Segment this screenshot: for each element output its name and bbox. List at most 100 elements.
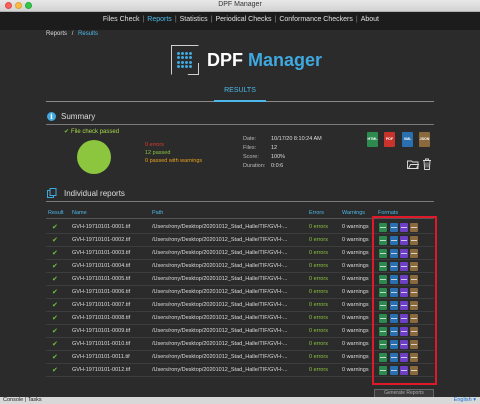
row-mets-icon[interactable] <box>400 340 408 349</box>
col-name[interactable]: Name <box>72 210 87 216</box>
check-status-label: File check passed <box>71 129 120 135</box>
col-errors[interactable]: Errors <box>309 210 324 216</box>
row-json-icon[interactable] <box>410 301 418 310</box>
row-warnings: 0 warnings <box>342 354 369 360</box>
row-json-icon[interactable] <box>410 223 418 232</box>
json-report-icon[interactable]: JSON <box>419 132 430 147</box>
row-xml-icon[interactable] <box>390 327 398 336</box>
row-html-icon[interactable] <box>379 366 387 375</box>
table-row[interactable]: ✔ GVH-19710101-0008.tif/Users/rony/Deskto… <box>46 312 434 325</box>
table-row[interactable]: ✔ GVH-19710101-0011.tif/Users/rony/Deskto… <box>46 351 434 364</box>
row-html-icon[interactable] <box>379 314 387 323</box>
row-mets-icon[interactable] <box>400 249 408 258</box>
row-mets-icon[interactable] <box>400 353 408 362</box>
row-html-icon[interactable] <box>379 236 387 245</box>
table-row[interactable]: ✔ GVH-19710101-0002.tif/Users/rony/Deskto… <box>46 234 434 247</box>
row-html-icon[interactable] <box>379 288 387 297</box>
nav-conformance-checkers[interactable]: Conformance Checkers <box>279 16 353 23</box>
row-xml-icon[interactable] <box>390 262 398 271</box>
row-json-icon[interactable] <box>410 236 418 245</box>
row-mets-icon[interactable] <box>400 223 408 232</box>
pdf-report-icon[interactable]: PDF <box>384 132 395 147</box>
row-json-icon[interactable] <box>410 340 418 349</box>
trash-icon[interactable] <box>422 158 432 170</box>
row-path: /Users/rony/Desktop/20201012_Stad_Halle/… <box>152 354 288 360</box>
table-row[interactable]: ✔ GVH-19710101-0010.tif/Users/rony/Deskto… <box>46 338 434 351</box>
console-tab[interactable]: Console <box>3 397 24 403</box>
row-path: /Users/rony/Desktop/20201012_Stad_Halle/… <box>152 341 288 347</box>
row-mets-icon[interactable] <box>400 327 408 336</box>
row-xml-icon[interactable] <box>390 236 398 245</box>
breadcrumb-reports[interactable]: Reports <box>46 31 68 37</box>
open-folder-icon[interactable] <box>407 160 419 169</box>
row-xml-icon[interactable] <box>390 288 398 297</box>
col-formats[interactable]: Formats <box>378 210 399 216</box>
xml-report-icon[interactable]: XML <box>402 132 413 147</box>
row-xml-icon[interactable] <box>390 223 398 232</box>
row-mets-icon[interactable] <box>400 275 408 284</box>
language-select[interactable]: English ▾ <box>454 397 476 403</box>
tasks-tab[interactable]: Tasks <box>27 397 42 403</box>
row-json-icon[interactable] <box>410 275 418 284</box>
nav-statistics[interactable]: Statistics <box>179 16 208 23</box>
table-row[interactable]: ✔ GVH-19710101-0007.tif/Users/rony/Deskto… <box>46 299 434 312</box>
row-mets-icon[interactable] <box>400 301 408 310</box>
row-mets-icon[interactable] <box>400 236 408 245</box>
row-warnings: 0 warnings <box>342 289 369 295</box>
col-path[interactable]: Path <box>152 210 164 216</box>
col-warnings[interactable]: Warnings <box>342 210 366 216</box>
table-row[interactable]: ✔ GVH-19710101-0003.tif/Users/rony/Deskto… <box>46 247 434 260</box>
row-xml-icon[interactable] <box>390 366 398 375</box>
row-html-icon[interactable] <box>379 223 387 232</box>
table-row[interactable]: ✔ GVH-19710101-0009.tif/Users/rony/Deskto… <box>46 325 434 338</box>
check-icon: ✔ <box>52 263 58 270</box>
nav-about[interactable]: About <box>360 16 379 23</box>
row-html-icon[interactable] <box>379 301 387 310</box>
row-json-icon[interactable] <box>410 262 418 271</box>
nav-periodical-checks[interactable]: Periodical Checks <box>215 16 272 23</box>
table-row[interactable]: ✔ GVH-19710101-0006.tif/Users/rony/Deskto… <box>46 286 434 299</box>
row-html-icon[interactable] <box>379 327 387 336</box>
row-name: GVH-19710101-0009.tif <box>72 328 131 334</box>
row-json-icon[interactable] <box>410 366 418 375</box>
table-row[interactable]: ✔ GVH-19710101-0012.tif/Users/rony/Deskto… <box>46 364 434 377</box>
table-row[interactable]: ✔ GVH-19710101-0004.tif/Users/rony/Deskto… <box>46 260 434 273</box>
row-xml-icon[interactable] <box>390 353 398 362</box>
passed-count: 12 passed <box>145 150 171 156</box>
row-xml-icon[interactable] <box>390 340 398 349</box>
html-report-icon[interactable]: HTML <box>367 132 378 147</box>
row-json-icon[interactable] <box>410 353 418 362</box>
row-html-icon[interactable] <box>379 340 387 349</box>
meta-date-label: Date: <box>243 136 257 142</box>
maximize-window-button[interactable] <box>25 2 32 9</box>
row-divider <box>46 272 434 273</box>
col-result[interactable]: Result <box>48 210 64 216</box>
table-row[interactable]: ✔ GVH-19710101-0005.tif/Users/rony/Deskto… <box>46 273 434 286</box>
row-name: GVH-19710101-0003.tif <box>72 250 131 256</box>
row-mets-icon[interactable] <box>400 366 408 375</box>
meta-score-value: 100% <box>271 154 286 160</box>
row-mets-icon[interactable] <box>400 314 408 323</box>
row-json-icon[interactable] <box>410 314 418 323</box>
row-xml-icon[interactable] <box>390 249 398 258</box>
row-html-icon[interactable] <box>379 262 387 271</box>
row-html-icon[interactable] <box>379 275 387 284</box>
row-json-icon[interactable] <box>410 288 418 297</box>
row-xml-icon[interactable] <box>390 275 398 284</box>
close-window-button[interactable] <box>5 2 12 9</box>
row-json-icon[interactable] <box>410 249 418 258</box>
row-xml-icon[interactable] <box>390 301 398 310</box>
tab-results[interactable]: RESULTS <box>224 87 256 94</box>
row-html-icon[interactable] <box>379 353 387 362</box>
row-mets-icon[interactable] <box>400 262 408 271</box>
row-xml-icon[interactable] <box>390 314 398 323</box>
chevron-down-icon: ▾ <box>473 397 476 403</box>
nav-reports[interactable]: Reports <box>147 16 172 23</box>
table-row[interactable]: ✔ GVH-19710101-0001.tif/Users/rony/Deskto… <box>46 221 434 234</box>
row-html-icon[interactable] <box>379 249 387 258</box>
row-json-icon[interactable] <box>410 327 418 336</box>
tab-results-underline <box>214 100 266 102</box>
minimize-window-button[interactable] <box>15 2 22 9</box>
nav-files-check[interactable]: Files Check <box>102 16 140 23</box>
row-mets-icon[interactable] <box>400 288 408 297</box>
